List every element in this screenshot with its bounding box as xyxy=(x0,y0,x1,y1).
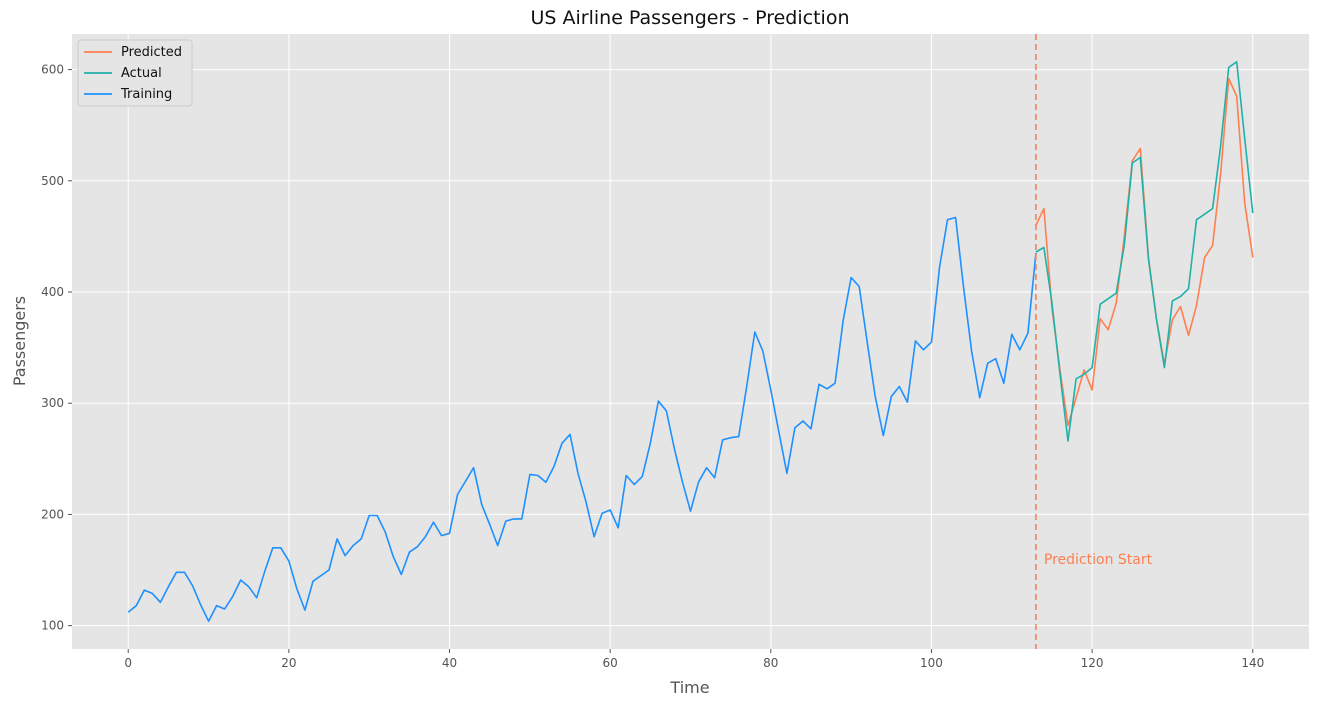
x-tick-label: 0 xyxy=(124,656,132,670)
prediction-start-marker: Prediction Start xyxy=(1035,34,1153,649)
x-tick-label: 100 xyxy=(920,656,943,670)
x-tick-label: 80 xyxy=(763,656,778,670)
y-tick-label: 500 xyxy=(41,174,64,188)
x-tick-label: 140 xyxy=(1241,656,1264,670)
x-axis-label: Time xyxy=(669,678,709,697)
x-axis-ticks: 0 20 40 60 80 100 120 140 xyxy=(124,649,1264,670)
y-tick-label: 300 xyxy=(41,396,64,410)
legend-label-training: Training xyxy=(120,87,172,102)
legend-label-predicted: Predicted xyxy=(121,45,182,60)
y-axis-label: Passengers xyxy=(10,296,29,386)
legend: Predicted Actual Training xyxy=(77,39,193,107)
x-tick-label: 40 xyxy=(442,656,457,670)
y-tick-label: 600 xyxy=(41,63,64,77)
x-tick-label: 60 xyxy=(603,656,618,670)
gridlines xyxy=(72,34,1309,649)
y-axis-ticks: 100 200 300 400 500 600 xyxy=(41,63,72,633)
y-tick-label: 400 xyxy=(41,285,64,299)
y-tick-label: 200 xyxy=(41,507,64,521)
training-series-line xyxy=(127,216,1037,623)
actual-series-line xyxy=(1035,60,1254,442)
x-tick-label: 20 xyxy=(281,656,296,670)
series-lines xyxy=(127,60,1254,623)
legend-label-actual: Actual xyxy=(121,66,162,81)
prediction-start-label: Prediction Start xyxy=(1044,552,1153,568)
x-tick-label: 120 xyxy=(1081,656,1104,670)
chart-title: US Airline Passengers - Prediction xyxy=(531,7,850,29)
plot-area xyxy=(72,34,1309,649)
legend-box xyxy=(77,39,193,107)
y-tick-label: 100 xyxy=(41,619,64,633)
